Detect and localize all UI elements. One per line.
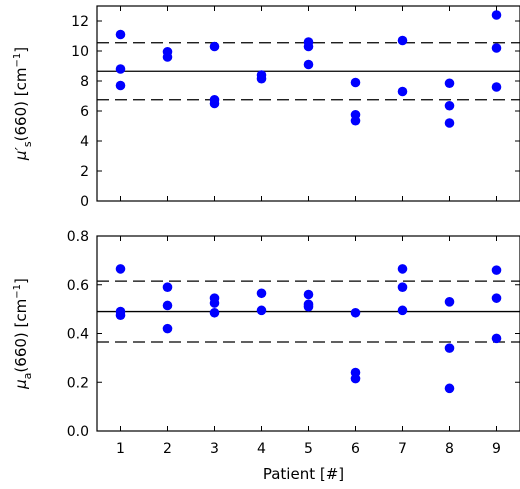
data-point <box>162 282 173 292</box>
data-point <box>397 282 408 292</box>
data-point <box>491 82 502 92</box>
data-point <box>209 298 220 308</box>
data-point <box>350 307 361 318</box>
data-point <box>444 343 455 353</box>
data-point <box>303 301 314 312</box>
y-tick-label: 0.2 <box>67 375 89 391</box>
data-point <box>303 289 314 300</box>
x-tick-label: 4 <box>257 441 266 457</box>
x-tick-label: 3 <box>210 441 219 457</box>
y-axis-label: μ′s(660) [cm−1] <box>12 47 34 161</box>
data-point <box>256 73 267 84</box>
data-point <box>209 307 220 318</box>
data-point <box>350 115 361 126</box>
y-tick-label: 12 <box>71 14 89 30</box>
data-point <box>444 383 455 394</box>
data-point <box>350 77 361 88</box>
y-tick-label: 8 <box>80 74 89 90</box>
data-point <box>491 265 502 275</box>
y-tick-label: 0.6 <box>67 278 89 294</box>
scatter-panel-scattering: 0 2 4 6 8 10 12 μ′s(660) [cm−1] <box>12 5 520 210</box>
x-tick-label: 9 <box>492 441 501 457</box>
y-tick-label: 2 <box>80 164 89 180</box>
data-point <box>491 43 502 53</box>
data-point <box>444 297 455 307</box>
data-point <box>162 300 173 311</box>
data-point <box>115 64 126 74</box>
data-point <box>209 41 220 52</box>
data-point <box>397 264 408 274</box>
y-tick-label: 0.4 <box>67 327 89 343</box>
x-tick-label: 5 <box>304 441 313 457</box>
data-point <box>209 98 220 109</box>
x-tick-label: 7 <box>398 441 407 457</box>
data-point <box>162 323 173 334</box>
y-tick-label: 0.0 <box>67 424 89 440</box>
data-point <box>115 264 126 274</box>
data-point <box>303 59 314 70</box>
y-tick-label: 0 <box>80 194 89 210</box>
scatter-panel-absorption: 0.0 0.2 0.4 0.6 0.8 1 2 3 4 5 6 7 8 9 μa(660) [cm−1] Pa… <box>12 229 520 483</box>
data-point <box>256 288 267 299</box>
y-tick-label: 4 <box>80 134 89 150</box>
x-tick-label: 2 <box>163 441 172 457</box>
y-tick-label: 10 <box>71 44 89 60</box>
data-point <box>256 305 267 316</box>
data-point <box>303 41 314 52</box>
data-point <box>350 373 361 384</box>
y-axis-label: μa(660) [cm−1] <box>12 278 34 390</box>
y-tick-label: 0.8 <box>67 229 89 245</box>
data-point <box>397 305 408 316</box>
x-tick-label: 6 <box>351 441 360 457</box>
plot-frame <box>96 235 520 432</box>
data-point <box>444 100 455 111</box>
data-point <box>491 293 502 303</box>
data-point <box>162 52 173 62</box>
data-point <box>491 333 502 344</box>
data-point <box>115 29 126 40</box>
plot-frame <box>96 5 520 202</box>
data-point <box>115 80 126 91</box>
data-point <box>397 86 408 97</box>
x-tick-label: 8 <box>445 441 454 457</box>
data-point <box>397 35 408 46</box>
data-point <box>444 118 455 128</box>
y-tick-label: 6 <box>80 104 89 120</box>
x-axis-label: Patient [#] <box>263 465 344 483</box>
data-point <box>115 310 126 321</box>
data-point <box>491 10 502 20</box>
x-tick-label: 1 <box>116 441 125 457</box>
data-point <box>444 78 455 89</box>
